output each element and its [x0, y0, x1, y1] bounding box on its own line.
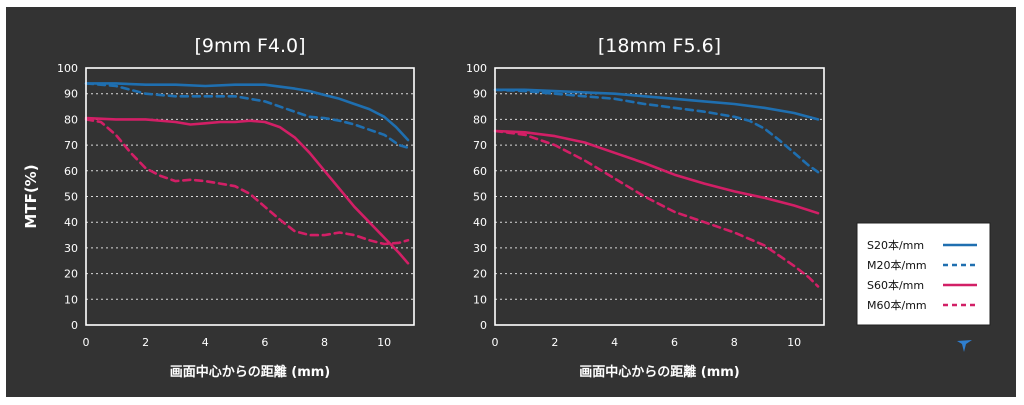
- chart-1-y-tick-label: 0: [71, 319, 78, 332]
- chart-1-y-tick-label: 90: [64, 88, 78, 101]
- chart-2-series-s60mm-line: [493, 129, 820, 215]
- chart-1-y-tick-label: 60: [64, 165, 78, 178]
- chart-2-series-s20mm-line: [493, 88, 820, 121]
- chart-1-series-s60mm-line: [84, 116, 410, 265]
- chart-1-y-tick-label: 50: [64, 191, 78, 204]
- logo-mark-icon: [957, 340, 972, 352]
- chart-2-y-tick-label: 50: [473, 191, 487, 204]
- chart-1-x-tick-label: 10: [377, 336, 391, 349]
- chart-2-y-tick-label: 40: [473, 216, 487, 229]
- legend-box: [856, 222, 991, 326]
- chart-1-series-s20mm-line: [84, 82, 410, 142]
- chart-1-x-axis-label: 画面中心からの距離 (mm): [170, 364, 331, 380]
- chart-1-x-tick-label: 4: [202, 336, 209, 349]
- legend-item-label: M20本/mm: [867, 258, 927, 272]
- chart-2-x-tick-label: 2: [551, 336, 558, 349]
- chart-1-y-tick-label: 100: [57, 62, 78, 75]
- chart-2-y-tick-label: 30: [473, 242, 487, 255]
- chart-2-y-tick-label: 80: [473, 113, 487, 126]
- chart-1-y-tick-label: 20: [64, 268, 78, 281]
- chart-2-x-axis-label: 画面中心からの距離 (mm): [579, 364, 740, 380]
- chart-2-y-tick-label: 100: [466, 62, 487, 75]
- legend-item-label: M60本/mm: [867, 298, 927, 312]
- chart-2-y-tick-label: 70: [473, 139, 487, 152]
- chart-2-y-tick-label: 90: [473, 88, 487, 101]
- chart-frame: [9mm F4.0] 0 10 20 30 40 50 60 70 80 90 100 0 2 4 6 8 10 画…: [6, 7, 1016, 397]
- chart-1-series-m20mm-line: [84, 82, 410, 149]
- chart-2-series-m60mm-line: [493, 129, 820, 288]
- chart-1-x-tick-label: 8: [321, 336, 328, 349]
- chart-1-x-tick-label: 0: [83, 336, 90, 349]
- chart-1-y-tick-label: 10: [64, 293, 78, 306]
- chart-2-x-tick-label: 8: [731, 336, 738, 349]
- chart-1-y-tick-label: 80: [64, 113, 78, 126]
- chart-2-x-tick-label: 0: [492, 336, 499, 349]
- chart-2-x-tick-label: 4: [611, 336, 618, 349]
- chart-1-x-tick-label: 2: [142, 336, 149, 349]
- chart-1-y-tick-label: 30: [64, 242, 78, 255]
- chart-2-y-tick-label: 60: [473, 165, 487, 178]
- chart-2-x-tick-label: 6: [671, 336, 678, 349]
- legend-item-label: S20本/mm: [867, 238, 924, 252]
- chart-1-title: [9mm F4.0]: [194, 35, 305, 57]
- chart-2-y-tick-label: 20: [473, 268, 487, 281]
- chart-1-plot-border: [85, 67, 415, 326]
- chart-1-y-tick-label: 70: [64, 139, 78, 152]
- chart-2-plot-border: [494, 67, 825, 326]
- chart-1-series-m60mm-line: [84, 118, 410, 246]
- chart-1-y-tick-label: 40: [64, 216, 78, 229]
- legend-item-label: S60本/mm: [867, 278, 924, 292]
- chart-1-x-tick-label: 6: [261, 336, 268, 349]
- chart-2-title: [18mm F5.6]: [598, 35, 721, 57]
- chart-1-y-axis-label: MTF(%): [22, 164, 40, 228]
- chart-2-x-tick-label: 10: [787, 336, 801, 349]
- chart-2-series-m20mm-line: [493, 88, 820, 174]
- chart-2-y-tick-label: 0: [480, 319, 487, 332]
- chart-2-y-tick-label: 10: [473, 293, 487, 306]
